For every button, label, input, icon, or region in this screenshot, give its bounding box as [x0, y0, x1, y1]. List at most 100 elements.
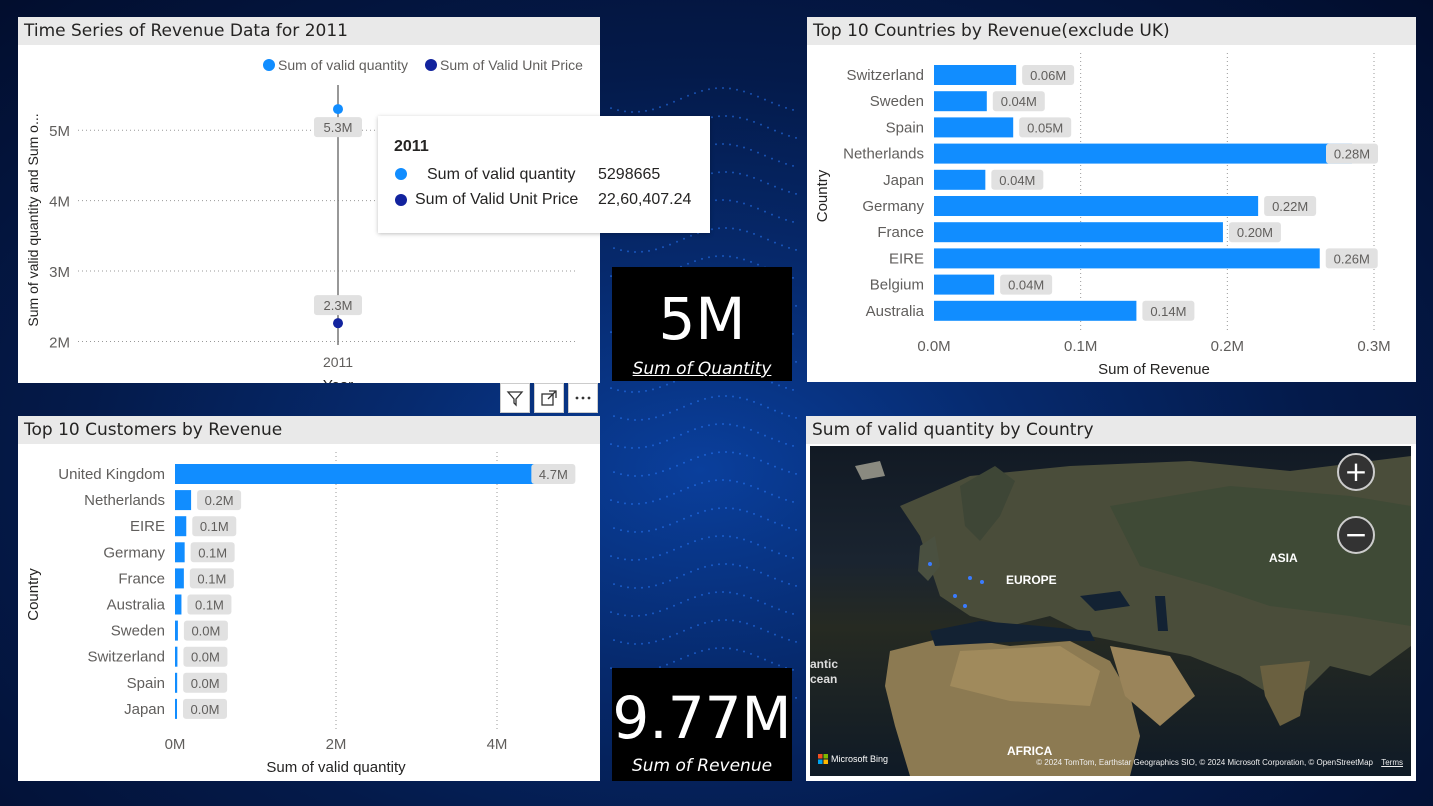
- background-dot: [774, 465, 776, 468]
- background-dot: [711, 452, 713, 455]
- background-dot: [645, 389, 647, 392]
- background-dot: [767, 518, 769, 521]
- background-dot: [659, 442, 661, 445]
- data-label-bg: [183, 646, 228, 667]
- countries-panel[interactable]: Top 10 Countries by Revenue(exclude UK) …: [807, 17, 1416, 382]
- category-label: Japan: [124, 701, 165, 718]
- background-dot: [750, 540, 752, 543]
- background-dot: [743, 146, 745, 149]
- background-dot: [634, 250, 636, 253]
- data-label: 0.0M: [191, 702, 220, 717]
- background-dot: [767, 574, 769, 577]
- background-dot: [792, 444, 794, 447]
- background-dot: [743, 482, 745, 485]
- background-dot: [739, 508, 741, 511]
- background-dot: [746, 398, 748, 401]
- background-dot: [631, 390, 633, 393]
- background-dot: [648, 641, 650, 644]
- background-dot: [648, 585, 650, 588]
- data-label: 0.2M: [205, 493, 234, 508]
- quantity-card[interactable]: 5M Sum of Quantity: [612, 267, 792, 381]
- data-label-bg: [314, 117, 362, 138]
- background-dot: [634, 642, 636, 645]
- bar: [175, 516, 187, 537]
- zoom-out-button[interactable]: −: [1337, 516, 1375, 554]
- background-dot: [757, 543, 759, 546]
- background-dot: [792, 556, 794, 559]
- background-dot: [736, 648, 738, 651]
- background-dot: [676, 632, 678, 635]
- background-dot: [792, 612, 794, 615]
- background-dot: [736, 480, 738, 483]
- background-dot: [771, 605, 773, 608]
- background-dot: [760, 179, 762, 182]
- x-axis-title: Sum of Revenue: [1098, 361, 1210, 378]
- background-dot: [652, 612, 654, 615]
- more-options-button[interactable]: [568, 383, 598, 413]
- background-dot: [774, 521, 776, 524]
- background-dot: [694, 92, 696, 95]
- category-label: Japan: [883, 172, 924, 189]
- background-dot: [785, 218, 787, 221]
- background-dot: [739, 564, 741, 567]
- background-dot: [739, 228, 741, 231]
- background-dot: [624, 558, 626, 561]
- background-dot: [655, 248, 657, 251]
- background-dot: [781, 188, 783, 191]
- data-label-bg: [1325, 248, 1378, 269]
- category-label: Australia: [866, 303, 925, 320]
- map-area[interactable]: EUROPE ASIA AFRICA antic cean + − Micros…: [810, 446, 1411, 776]
- background-dot: [764, 490, 766, 493]
- background-dot: [638, 502, 640, 505]
- background-dot: [792, 276, 794, 279]
- data-label: 0.20M: [1237, 225, 1273, 240]
- bar: [175, 646, 178, 667]
- background-dot: [722, 87, 724, 90]
- background-dot: [781, 524, 783, 527]
- background-dot: [715, 255, 717, 258]
- legend-label: Sum of Valid Unit Price: [440, 57, 583, 73]
- revenue-card[interactable]: 9.77M Sum of Revenue: [612, 668, 792, 781]
- background-dot: [711, 228, 713, 231]
- background-dot: [778, 608, 780, 611]
- data-label-bg: [192, 516, 237, 537]
- background-dot: [774, 129, 776, 132]
- focus-mode-button[interactable]: [534, 383, 564, 413]
- background-dot: [687, 654, 689, 657]
- y-tick-label: 2M: [49, 334, 70, 351]
- customers-panel[interactable]: Top 10 Customers by Revenue 0M 2M 4M Sum of…: [18, 416, 600, 781]
- background-dot: [778, 496, 780, 499]
- background-dot: [729, 647, 731, 650]
- background-dot: [795, 472, 797, 475]
- background-dot: [722, 255, 724, 258]
- zoom-in-button[interactable]: +: [1337, 453, 1375, 491]
- background-dot: [694, 484, 696, 487]
- background-dot: [753, 512, 755, 515]
- background-dot: [659, 610, 661, 613]
- background-dot: [774, 241, 776, 244]
- background-dot: [715, 479, 717, 482]
- background-dot: [610, 275, 612, 278]
- category-label: Switzerland: [846, 67, 924, 84]
- background-dot: [767, 462, 769, 465]
- background-dot: [718, 395, 720, 398]
- background-dot: [610, 611, 612, 614]
- background-dot: [778, 552, 780, 555]
- map-panel[interactable]: Sum of valid quantity by Country: [806, 416, 1416, 781]
- data-label-bg: [1019, 117, 1072, 138]
- data-label-bg: [197, 490, 242, 511]
- bar: [934, 196, 1259, 216]
- background-dot: [795, 192, 797, 195]
- background-dot: [792, 500, 794, 503]
- terms-link[interactable]: Terms: [1381, 758, 1403, 767]
- filter-button[interactable]: [500, 383, 530, 413]
- background-dot: [732, 507, 734, 510]
- background-dot: [613, 639, 615, 642]
- visual-toolbar: [500, 383, 602, 413]
- background-dot: [680, 433, 682, 436]
- background-dot: [722, 423, 724, 426]
- background-dot: [767, 630, 769, 633]
- data-label-bg: [183, 698, 228, 719]
- background-dot: [757, 95, 759, 98]
- background-dot: [771, 101, 773, 104]
